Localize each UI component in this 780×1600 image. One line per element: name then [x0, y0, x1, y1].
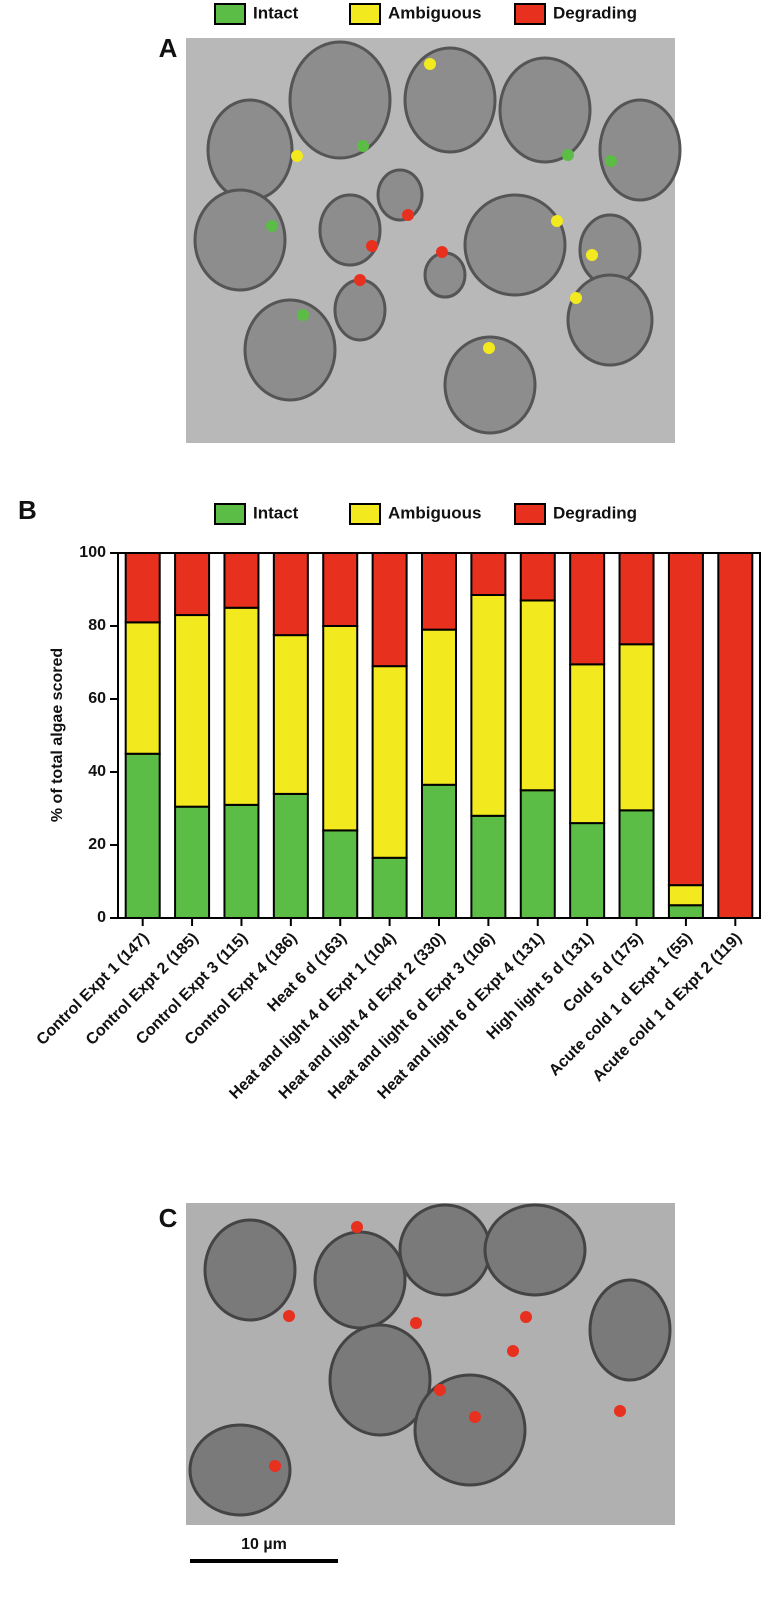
- bar-segment: [223, 552, 260, 609]
- legend-swatch: [349, 503, 381, 525]
- bar-segment: [124, 752, 161, 919]
- bar-segment: [124, 621, 161, 755]
- bar-segment: [272, 634, 309, 795]
- bar-segment: [322, 829, 359, 920]
- bar-segment: [618, 552, 655, 646]
- y-tick-label: 20: [88, 836, 106, 853]
- bar-segment: [470, 814, 507, 919]
- bar-segment: [371, 552, 408, 668]
- bar-segment: [322, 625, 359, 832]
- legend-label: Ambiguous: [388, 503, 482, 522]
- legend-label: Intact: [253, 503, 299, 522]
- bar-segment: [470, 593, 507, 817]
- bar-segment: [322, 552, 359, 627]
- bar-segment: [470, 552, 507, 596]
- micrograph-a: [186, 38, 682, 443]
- bar-segment: [223, 606, 260, 806]
- bar-segment: [421, 552, 457, 631]
- legend-label: Degrading: [553, 503, 637, 522]
- legend: Intact Ambiguous Degrading: [214, 3, 637, 25]
- bar-segment: [371, 856, 408, 920]
- panel-label: C: [159, 1203, 178, 1233]
- legend-swatch: [514, 503, 546, 525]
- y-tick-label: 0: [97, 909, 106, 926]
- bar-segment: [421, 628, 457, 786]
- panel-label: A: [159, 33, 178, 63]
- y-tick-label: 60: [88, 690, 106, 707]
- y-axis-label: % of total algae scored: [49, 648, 66, 822]
- bar-segment: [124, 552, 161, 624]
- bar-segment: [618, 809, 655, 920]
- legend-swatch: [214, 3, 246, 25]
- bar-segment: [272, 552, 309, 637]
- bar-segment: [519, 552, 556, 602]
- legend-label: Degrading: [553, 3, 637, 22]
- legend-label: Ambiguous: [388, 3, 482, 22]
- bar-segment: [371, 665, 408, 859]
- bar-segment: [667, 552, 704, 887]
- y-tick-label: 100: [79, 544, 106, 561]
- legend-swatch: [214, 503, 246, 525]
- bar-segment: [569, 663, 606, 825]
- bar-segment: [223, 803, 260, 919]
- bar-segment: [174, 805, 211, 919]
- bar-segment: [569, 552, 606, 666]
- plot-frame: [117, 552, 761, 919]
- y-tick-label: 40: [88, 763, 106, 780]
- bar-segment: [667, 884, 704, 907]
- bar-segment: [519, 789, 556, 919]
- bar-segment: [667, 904, 704, 919]
- bar-segment: [174, 552, 211, 617]
- legend-label: Intact: [253, 3, 299, 22]
- bar-segment: [618, 643, 655, 812]
- micrograph-c: [186, 1203, 675, 1525]
- scale-bar-label: 10 µm: [241, 1536, 287, 1553]
- legend-swatch: [349, 3, 381, 25]
- bar-segment: [174, 614, 211, 808]
- legend-swatch: [514, 3, 546, 25]
- bar-segment: [421, 783, 457, 920]
- bar-segment: [272, 792, 309, 920]
- legend: Intact Ambiguous Degrading: [214, 503, 637, 525]
- bar-segment: [519, 599, 556, 792]
- bar-segment: [717, 552, 754, 919]
- bar-segment: [569, 822, 606, 919]
- panel-label: B: [18, 495, 37, 525]
- y-tick-label: 80: [88, 617, 106, 634]
